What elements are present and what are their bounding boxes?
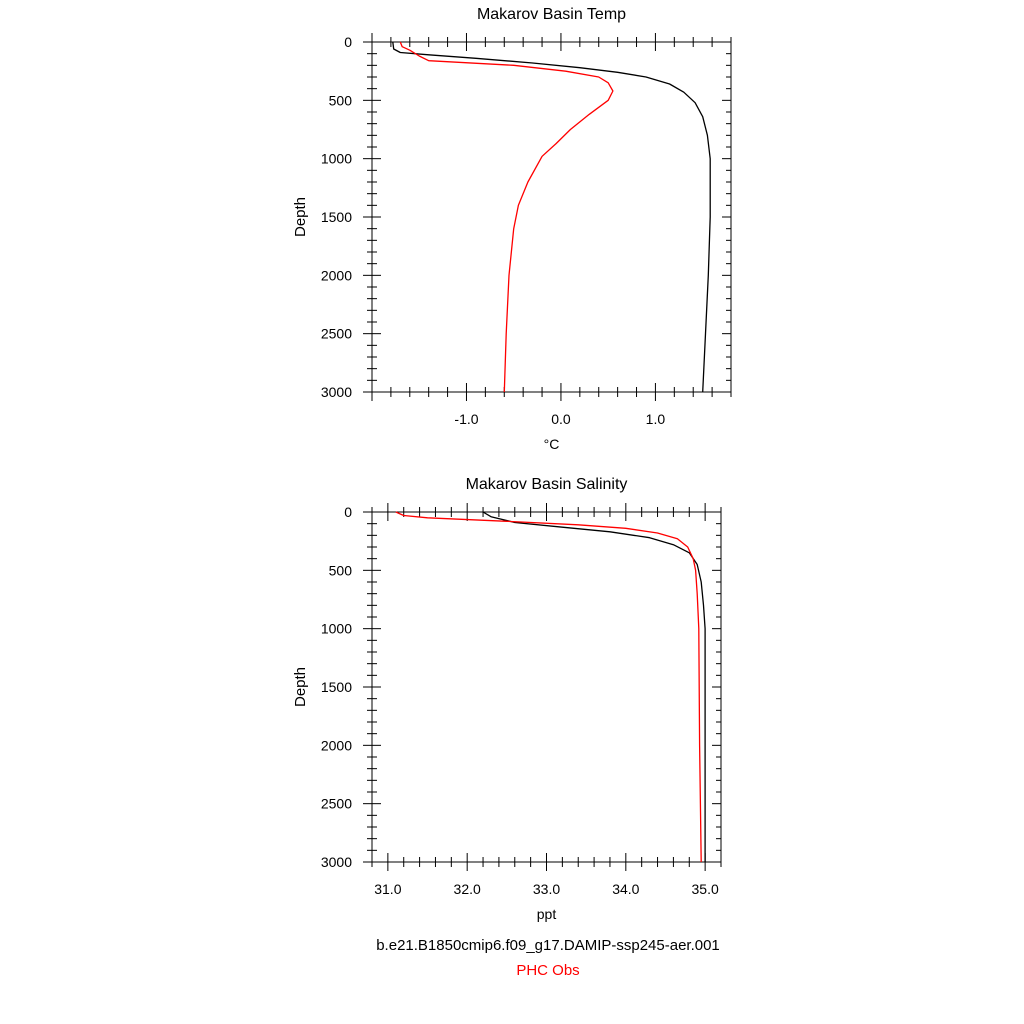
temp-ytick-label: 3000 [321, 384, 352, 400]
temp-ytick-label: 1000 [321, 151, 352, 167]
temp-xtick-label: 0.0 [551, 411, 571, 427]
obs-label: PHC Obs [516, 962, 580, 979]
temp-frame [371, 41, 732, 393]
temp-xtick-label: 1.0 [646, 411, 666, 427]
temp-ytick-label: 0 [344, 34, 352, 50]
salinity-ytick-label: 3000 [321, 854, 352, 870]
temp-ytick-label: 2000 [321, 267, 352, 283]
salinity-xtick-label: 35.0 [692, 881, 719, 897]
salinity-title: Makarov Basin Salinity [466, 476, 628, 493]
salinity-xtick-label: 32.0 [454, 881, 481, 897]
temp-ylabel: Depth [292, 197, 309, 237]
salinity-ytick-label: 0 [344, 504, 352, 520]
temp-panel: Makarov Basin Temp 0 500 1000 1500 2000 2500 30… [292, 6, 732, 452]
model-run-label: b.e21.B1850cmip6.f09_g17.DAMIP-ssp245-ae… [376, 937, 720, 954]
salinity-ylabel: Depth [292, 667, 309, 707]
temp-ytick-label: 1500 [321, 209, 352, 225]
temp-line-obs [399, 41, 614, 393]
temp-xtick-label: -1.0 [454, 411, 478, 427]
salinity-line-model [482, 511, 706, 862]
salinity-ytick-label: 1500 [321, 679, 352, 695]
temp-title: Makarov Basin Temp [477, 6, 626, 23]
salinity-ytick-label: 500 [329, 562, 353, 578]
salinity-frame [371, 511, 722, 863]
salinity-xtick-label: 31.0 [374, 881, 401, 897]
salinity-xlabel: ppt [537, 906, 557, 922]
temp-ytick-label: 500 [329, 92, 353, 108]
salinity-xtick-label: 33.0 [533, 881, 560, 897]
salinity-ytick-label: 1000 [321, 621, 352, 637]
temp-ytick-label: 2500 [321, 326, 352, 342]
salinity-xtick-label: 34.0 [612, 881, 639, 897]
salinity-ytick-label: 2000 [321, 737, 352, 753]
temp-line-model [392, 41, 711, 393]
temp-xlabel: °C [544, 436, 560, 452]
salinity-ytick-label: 2500 [321, 796, 352, 812]
salinity-panel: Makarov Basin Salinity 0 500 1000 1500 2000 25… [292, 476, 722, 922]
salinity-line-obs [395, 511, 702, 863]
